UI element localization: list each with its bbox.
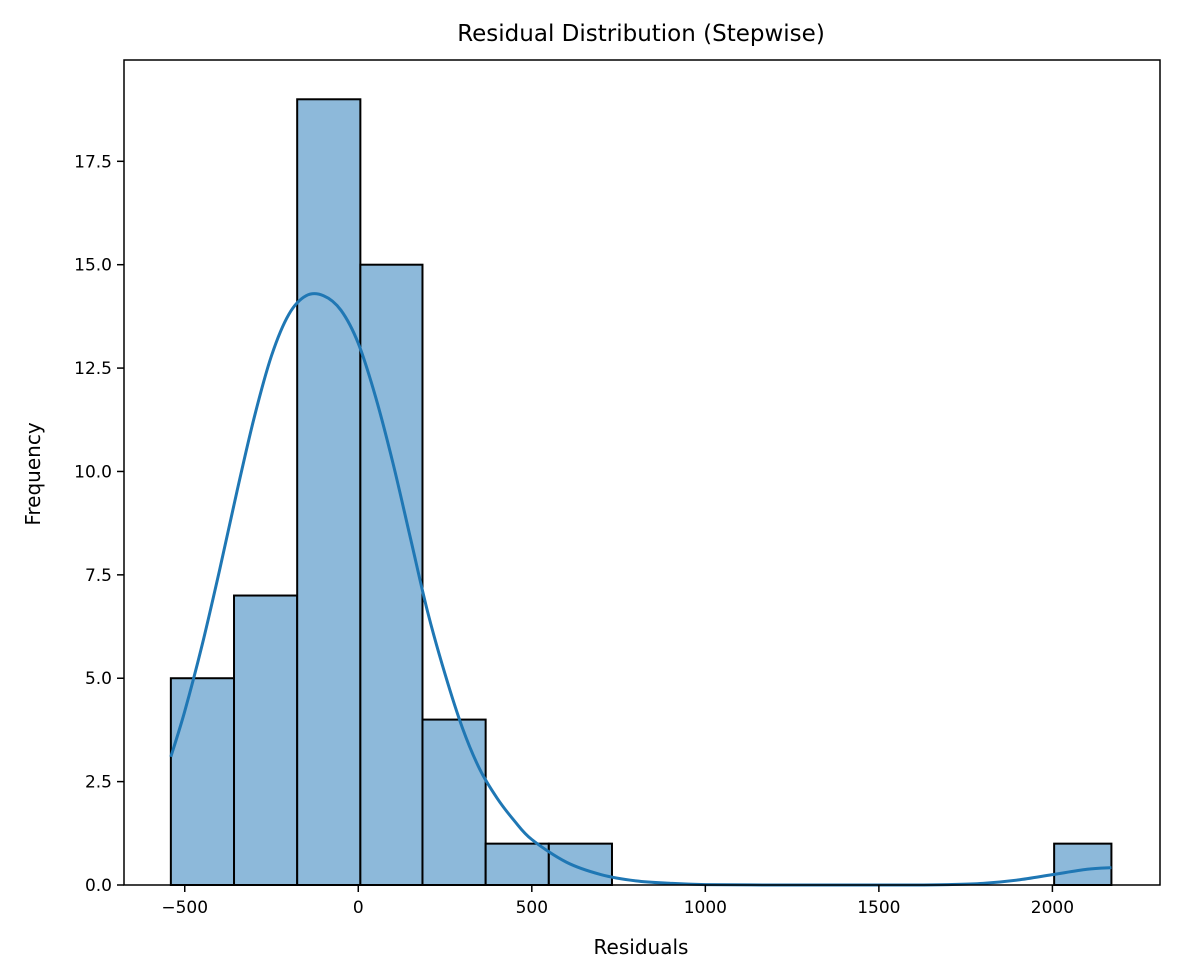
x-tick-label-3: 1000 <box>684 898 727 918</box>
y-tick-label-1: 2.5 <box>85 773 112 793</box>
histogram-bar-14 <box>1053 842 1113 886</box>
y-tick-label-4: 10.0 <box>74 462 112 482</box>
y-tick-label-0: 0.0 <box>85 876 112 896</box>
plot-frame <box>123 59 1161 886</box>
histogram-bar-5 <box>484 842 550 886</box>
x-tick-label-0: −500 <box>161 898 208 918</box>
histogram-bar-0 <box>169 677 236 887</box>
y-tick-label-2: 5.0 <box>85 669 112 689</box>
histogram-bar-4 <box>421 718 487 887</box>
x-tick-label-4: 1500 <box>857 898 900 918</box>
histogram-bar-6 <box>547 842 613 886</box>
x-tick-label-1: 0 <box>353 898 364 918</box>
histogram-bar-3 <box>359 263 424 887</box>
x-axis-ticks: −500 0 500 1000 1500 2000 <box>161 885 1074 918</box>
histogram-bars <box>169 98 1113 887</box>
y-tick-label-6: 15.0 <box>74 256 112 276</box>
x-tick-label-2: 500 <box>516 898 548 918</box>
histogram-bar-1 <box>233 594 299 886</box>
chart-title: Residual Distribution (Stepwise) <box>457 21 825 47</box>
x-axis-label: Residuals <box>594 935 689 959</box>
y-tick-label-5: 12.5 <box>74 359 112 379</box>
y-axis-label: Frequency <box>21 422 45 525</box>
y-axis-ticks: 0.0 2.5 5.0 7.5 10.0 12.5 15.0 17.5 <box>74 152 124 896</box>
y-tick-label-7: 17.5 <box>74 152 112 172</box>
x-tick-label-5: 2000 <box>1031 898 1074 918</box>
y-tick-label-3: 7.5 <box>85 566 112 586</box>
histogram-bar-2 <box>296 98 362 887</box>
